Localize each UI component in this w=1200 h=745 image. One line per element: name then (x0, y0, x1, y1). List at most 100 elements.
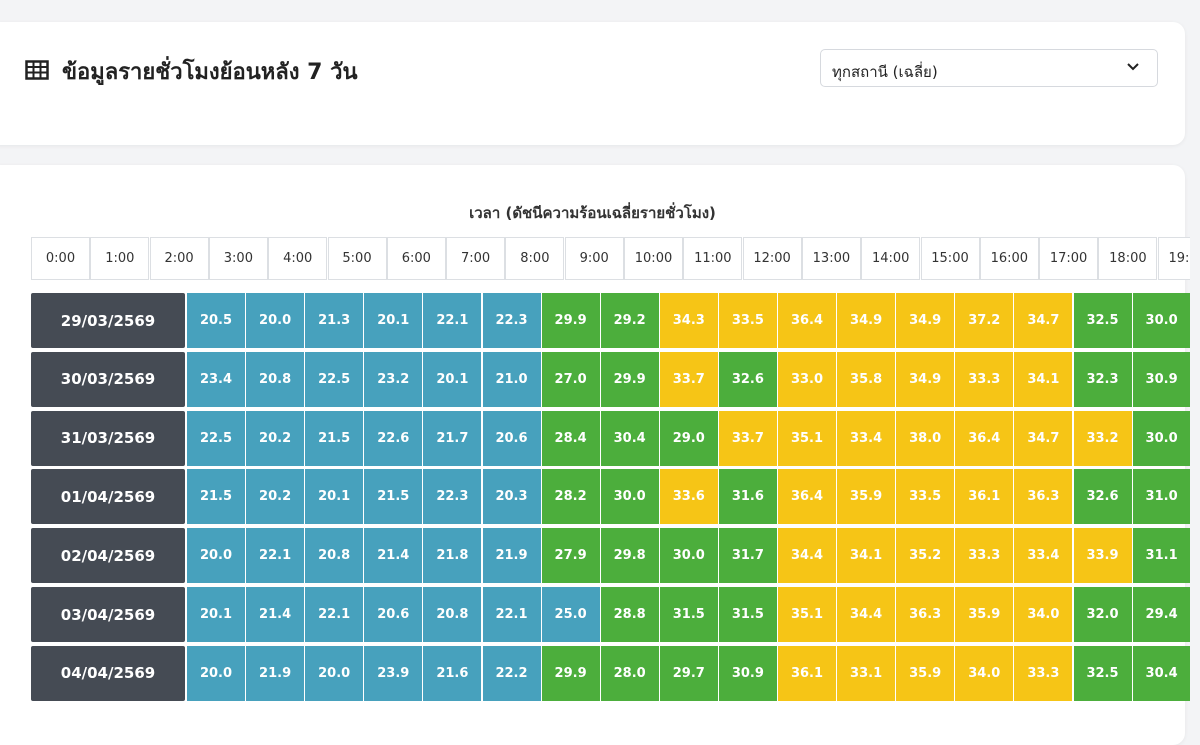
heat-cell: 22.6 (364, 410, 423, 466)
heat-cell: 29.9 (541, 645, 600, 701)
hour-header: 2:00 (149, 237, 209, 280)
heat-cell: 30.4 (1132, 645, 1190, 701)
heat-cell: 20.8 (305, 528, 364, 584)
heat-cell: 33.6 (659, 469, 718, 525)
heat-cell: 20.0 (187, 528, 245, 584)
hour-header: 9:00 (564, 237, 624, 280)
heat-cell: 31.1 (1132, 528, 1190, 584)
heat-cell: 22.3 (482, 293, 541, 348)
heat-cell: 32.6 (718, 351, 777, 407)
heat-cell: 20.1 (364, 293, 423, 348)
row-date: 03/04/2569 (31, 587, 185, 642)
heat-cell: 21.9 (482, 528, 541, 584)
heat-cell: 21.0 (482, 351, 541, 407)
heat-cell: 25.0 (541, 587, 600, 642)
heat-cell: 22.3 (423, 469, 482, 525)
heat-cell: 21.3 (305, 293, 364, 348)
heat-cell: 36.4 (778, 293, 836, 348)
heat-cell: 34.1 (1014, 351, 1073, 407)
station-select[interactable]: ทุกสถานี (เฉลี่ย) (820, 49, 1158, 87)
heat-cell: 30.9 (718, 645, 777, 701)
heat-cell: 34.0 (955, 645, 1014, 701)
hour-header: 14:00 (861, 237, 921, 280)
heat-cell: 31.7 (718, 528, 777, 584)
heat-cell: 36.3 (1014, 469, 1073, 525)
heat-cell: 33.3 (1014, 645, 1073, 701)
heat-cell: 34.7 (1014, 410, 1073, 466)
select-value: ทุกสถานี (เฉลี่ย) (832, 63, 938, 81)
heat-cell: 31.0 (1132, 469, 1190, 525)
heat-cell: 29.9 (541, 293, 600, 348)
heat-cell: 33.7 (718, 410, 777, 466)
heat-cell: 27.0 (541, 351, 600, 407)
hour-header: 12:00 (742, 237, 802, 280)
heat-cell: 31.5 (659, 587, 718, 642)
hour-header: 16:00 (979, 237, 1039, 280)
heat-cell: 32.0 (1073, 587, 1132, 642)
heat-cell: 33.2 (1073, 410, 1132, 466)
heat-cell: 35.2 (896, 528, 955, 584)
heat-cell: 36.4 (778, 469, 836, 525)
heat-cell: 29.0 (659, 410, 718, 466)
heat-cell: 35.1 (778, 587, 836, 642)
heat-cell: 36.1 (955, 469, 1014, 525)
heat-cell: 29.2 (600, 293, 659, 348)
hour-header: 4:00 (268, 237, 328, 280)
row-date: 31/03/2569 (31, 410, 185, 466)
row-date: 30/03/2569 (31, 351, 185, 407)
heat-cell: 31.5 (718, 587, 777, 642)
heat-cell: 20.0 (305, 645, 364, 701)
heat-cell: 32.6 (1073, 469, 1132, 525)
heat-cell: 37.2 (955, 293, 1014, 348)
heat-cell: 28.4 (541, 410, 600, 466)
heat-cell: 33.9 (1073, 528, 1132, 584)
table: เวลา (ดัชนีความร้อนเฉลี่ยรายชั่วโมง) 0:0… (0, 165, 1190, 722)
heat-cell: 21.9 (246, 645, 305, 701)
heat-cell: 29.9 (600, 351, 659, 407)
heat-cell: 22.1 (305, 587, 364, 642)
heat-cell: 30.0 (1132, 293, 1190, 348)
heat-cell: 33.5 (896, 469, 955, 525)
heat-cell: 21.5 (364, 469, 423, 525)
row-date: 04/04/2569 (31, 645, 185, 701)
heat-cell: 36.3 (896, 587, 955, 642)
heat-cell: 34.1 (837, 528, 896, 584)
hour-header: 17:00 (1039, 237, 1099, 280)
hour-header: 3:00 (208, 237, 268, 280)
heat-cell: 30.9 (1132, 351, 1190, 407)
heat-cell: 20.1 (187, 587, 245, 642)
heat-cell: 30.0 (1132, 410, 1190, 466)
hour-header: 10:00 (624, 237, 683, 280)
hour-header: 0:00 (31, 237, 90, 280)
heat-cell: 35.9 (955, 587, 1014, 642)
heat-cell: 22.5 (305, 351, 364, 407)
heat-cell: 34.4 (837, 587, 896, 642)
heat-cell: 20.1 (305, 469, 364, 525)
heat-cell: 34.3 (659, 293, 718, 348)
heat-cell: 33.4 (1014, 528, 1073, 584)
heat-cell: 21.4 (364, 528, 423, 584)
heat-cell: 38.0 (896, 410, 955, 466)
heat-cell: 35.9 (896, 645, 955, 701)
chevron (1127, 63, 1139, 71)
heat-cell: 35.8 (837, 351, 896, 407)
heat-cell: 20.5 (187, 293, 245, 348)
heat-cell: 28.0 (600, 645, 659, 701)
heat-cell: 22.1 (246, 528, 305, 584)
heat-cell: 20.1 (423, 351, 482, 407)
heat-cell: 20.2 (246, 410, 305, 466)
heat-cell: 22.1 (482, 587, 541, 642)
heat-cell: 31.6 (718, 469, 777, 525)
row-date: 29/03/2569 (31, 293, 185, 348)
heat-cell: 22.2 (482, 645, 541, 701)
heat-cell: 20.6 (482, 410, 541, 466)
hour-header: 15:00 (920, 237, 980, 280)
heat-cell: 33.4 (837, 410, 896, 466)
heat-cell: 22.1 (423, 293, 482, 348)
heat-cell: 29.8 (600, 528, 659, 584)
page: {"header": {"title": "ข้อมูลรายชั่วโมงย้… (0, 22, 1190, 745)
hour-header: 7:00 (446, 237, 506, 280)
heat-cell: 35.1 (778, 410, 836, 466)
heat-cell: 35.9 (837, 469, 896, 525)
hour-header: 8:00 (505, 237, 565, 280)
